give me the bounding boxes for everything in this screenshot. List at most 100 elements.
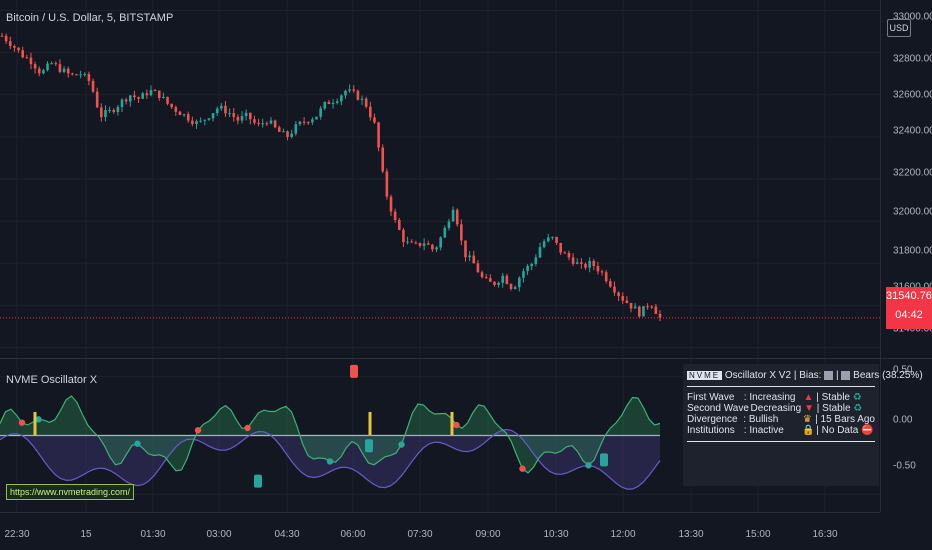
- candle-body: [422, 243, 426, 246]
- candle-body: [170, 103, 173, 108]
- recycle-icon: ♻: [853, 403, 863, 414]
- time-tick: 06:00: [340, 529, 366, 540]
- candle-body: [439, 237, 442, 248]
- trophy-icon: ♛: [802, 414, 812, 425]
- candle-body: [385, 171, 389, 197]
- candle-body: [215, 108, 219, 114]
- row-status: | Stable ♻: [816, 392, 875, 403]
- time-tick: 04:30: [274, 529, 300, 540]
- signal-dot: [398, 441, 405, 448]
- bias-value: Bears (38.25%): [853, 370, 923, 381]
- candle-body: [133, 95, 136, 98]
- price-chart-pane[interactable]: Bitcoin / U.S. Dollar, 5, BITSTAMP: [0, 0, 880, 358]
- candle-body: [364, 98, 368, 107]
- candle-body: [609, 281, 612, 287]
- candle-body: [116, 106, 120, 112]
- candle-body: [290, 133, 293, 137]
- candle-body: [191, 120, 194, 124]
- candle-body: [100, 107, 103, 118]
- candle-body: [8, 41, 12, 47]
- candle-body: [75, 74, 78, 76]
- candle-body: [273, 120, 277, 128]
- row-status-text: | No Data: [816, 425, 859, 436]
- candle-body: [381, 147, 385, 172]
- triangle-down-icon: ▼: [804, 403, 814, 414]
- signal-dot: [134, 440, 141, 447]
- price-axis[interactable]: 33000.00 32800.00 32600.00 32400.00 3220…: [880, 0, 932, 512]
- website-link[interactable]: https://www.nvmetrading.com/: [6, 484, 135, 500]
- osc-tick: -0.50: [893, 460, 916, 472]
- candle-body: [294, 124, 298, 134]
- price-tick: 32400.00: [893, 125, 932, 137]
- row-value: : Inactive: [743, 425, 784, 436]
- candle-body: [369, 106, 372, 118]
- row-label: First Wave: [687, 392, 735, 403]
- candle-body: [112, 109, 116, 112]
- time-tick: 01:30: [140, 529, 166, 540]
- info-divider: [687, 386, 875, 387]
- candle-body: [542, 241, 546, 248]
- time-tick: 22:30: [4, 529, 30, 540]
- candle-body: [323, 101, 327, 109]
- candle-body: [17, 47, 20, 51]
- info-header: NVME Oscillator X V2 | Bias: | Bears (38…: [687, 370, 923, 381]
- row-value: : Bullish: [743, 414, 779, 425]
- brand-label: NVME: [687, 371, 723, 380]
- candle-body: [199, 120, 202, 122]
- time-tick: 16:30: [812, 529, 838, 540]
- candle-body: [128, 95, 132, 102]
- time-tick: 13:30: [678, 529, 704, 540]
- candle-body: [37, 68, 41, 74]
- row-label: Institutions: [687, 425, 735, 436]
- time-tick: 10:30: [543, 529, 569, 540]
- candle-body: [476, 263, 480, 273]
- candle-body: [360, 98, 364, 100]
- candle-body: [244, 112, 248, 117]
- candle-body: [120, 99, 124, 107]
- candle-body: [58, 64, 62, 72]
- osc-tick: 0.00: [893, 414, 913, 426]
- candle-body: [54, 63, 58, 65]
- oscillator-chart[interactable]: [0, 359, 880, 512]
- candle-body: [373, 117, 376, 123]
- row-status: | Stable ♻: [817, 403, 875, 414]
- candle-body: [563, 252, 567, 254]
- candle-body: [124, 99, 128, 102]
- candle-body: [588, 260, 591, 268]
- candle-body: [13, 46, 16, 48]
- candle-body: [426, 243, 430, 245]
- candle-body: [207, 118, 211, 120]
- candle-body: [654, 306, 658, 314]
- candle-body: [306, 122, 310, 124]
- price-tick: 31800.00: [893, 245, 932, 257]
- candle-body: [162, 96, 165, 98]
- price-tick: 32600.00: [893, 89, 932, 101]
- bar-countdown: 04:42: [895, 308, 923, 321]
- candle-body: [108, 109, 111, 111]
- time-tick: 15: [80, 529, 92, 540]
- pane-divider[interactable]: [0, 358, 932, 359]
- price-chart[interactable]: [0, 0, 880, 358]
- candle-body: [236, 116, 240, 121]
- candle-body: [352, 89, 356, 91]
- candle-body: [513, 287, 517, 289]
- candle-body: [546, 237, 550, 242]
- candle-body: [472, 255, 476, 264]
- indicator-title[interactable]: NVME Oscillator X: [6, 374, 98, 386]
- candle-body: [178, 111, 182, 116]
- candle-body: [265, 123, 269, 125]
- oscillator-pane[interactable]: NVME Oscillator X: [0, 359, 880, 512]
- candle-body: [625, 300, 629, 303]
- last-price-value: 31540.76: [886, 290, 932, 302]
- candle-body: [344, 90, 347, 96]
- info-separator: |: [836, 370, 839, 381]
- price-tick: 33000.00: [893, 11, 932, 23]
- candle-body: [319, 108, 322, 117]
- time-axis[interactable]: 22:30 15 01:30 03:00 04:30 06:00 07:30 0…: [0, 512, 880, 550]
- candle-body: [596, 266, 600, 272]
- candle-body: [182, 114, 186, 116]
- time-tick: 03:00: [206, 529, 232, 540]
- candle-body: [166, 96, 169, 104]
- currency-button[interactable]: USD: [887, 19, 911, 37]
- candle-body: [455, 209, 459, 225]
